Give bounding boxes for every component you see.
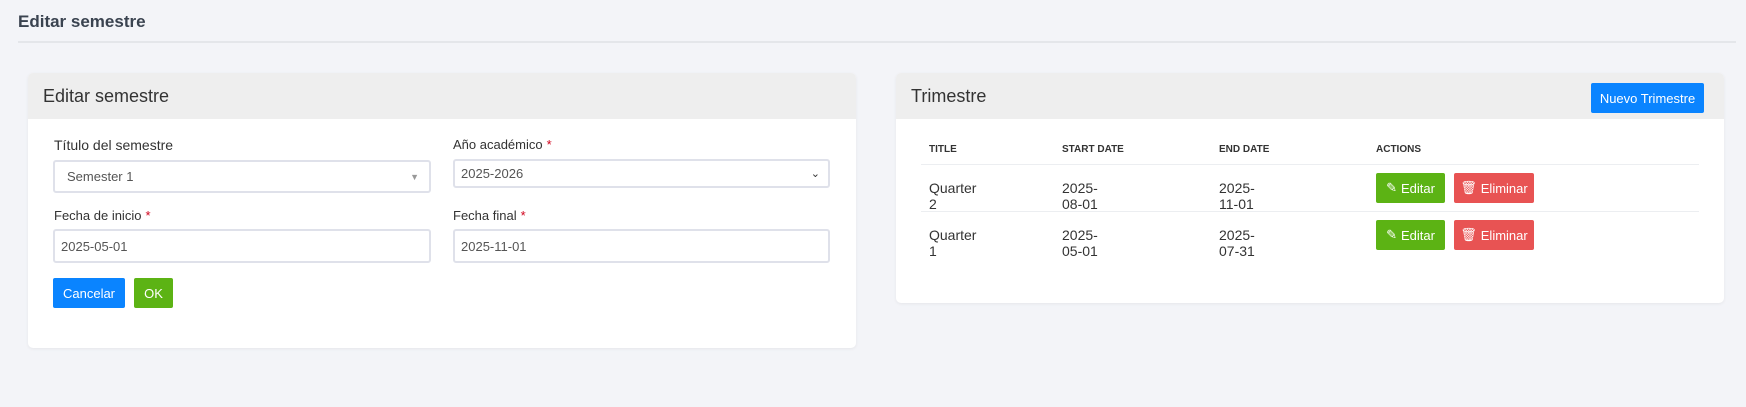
column-header-title: TITLE	[929, 144, 957, 155]
card-title: Trimestre	[911, 86, 987, 106]
academic-year-value: 2025-2026	[461, 166, 524, 181]
start-date-label-text: Fecha de inicio	[54, 208, 142, 223]
new-quarter-button[interactable]: Nuevo Trimestre	[1591, 83, 1704, 113]
academic-year-select[interactable]: 2025-2026 ⌄	[453, 159, 830, 188]
edit-icon: ✎	[1386, 227, 1397, 242]
quarter-card: Trimestre	[896, 73, 1724, 303]
delete-label: Eliminar	[1480, 180, 1528, 196]
quarter-title: Quarter 2	[929, 180, 977, 212]
edit-icon: ✎	[1386, 180, 1397, 195]
semester-title-select[interactable]: Semester 1 ▼	[53, 160, 431, 193]
edit-button[interactable]: ✎ Editar	[1376, 220, 1445, 250]
caret-down-icon: ▼	[410, 171, 419, 182]
academic-year-label: Año académico *	[453, 137, 552, 152]
card-title: Editar semestre	[43, 86, 170, 106]
start-date-input[interactable]: 2025-05-01	[53, 229, 431, 263]
quarter-title: Quarter 1	[929, 227, 977, 259]
end-date-input[interactable]: 2025-11-01	[453, 229, 830, 263]
delete-button[interactable]: 🗑 Eliminar	[1454, 220, 1534, 250]
page-title: Editar semestre	[18, 12, 146, 31]
semester-title-value: Semester 1	[67, 169, 134, 184]
row-divider	[921, 164, 1699, 165]
edit-label: Editar	[1400, 227, 1435, 243]
chevron-down-icon: ⌄	[810, 168, 820, 180]
end-date-label: Fecha final *	[453, 208, 526, 223]
divider	[18, 41, 1736, 43]
delete-button[interactable]: 🗑 Eliminar	[1454, 173, 1534, 203]
trash-icon: 🗑	[1460, 180, 1477, 195]
column-header-end-date: END DATE	[1219, 144, 1270, 155]
card-header: Editar semestre	[28, 73, 856, 119]
end-date-value: 2025-11-01	[461, 238, 527, 254]
quarter-end-date: 2025-11-01	[1219, 180, 1255, 212]
ok-button[interactable]: OK	[134, 278, 173, 308]
semester-title-label: Título del semestre	[54, 137, 174, 153]
quarter-start-date: 2025-05-01	[1062, 227, 1098, 259]
card-header: Trimestre	[896, 73, 1724, 119]
required-marker: *	[145, 208, 151, 223]
row-divider	[921, 211, 1699, 212]
academic-year-label-text: Año académico	[453, 137, 543, 152]
trash-icon: 🗑	[1460, 227, 1477, 242]
edit-button[interactable]: ✎ Editar	[1376, 173, 1445, 203]
quarter-end-date: 2025-07-31	[1219, 227, 1255, 259]
cancel-button[interactable]: Cancelar	[53, 278, 125, 308]
start-date-value: 2025-05-01	[61, 238, 128, 254]
column-header-start-date: START DATE	[1062, 144, 1124, 155]
start-date-label: Fecha de inicio *	[54, 208, 151, 223]
required-marker: *	[546, 137, 552, 152]
required-marker: *	[520, 208, 526, 223]
quarter-start-date: 2025-08-01	[1062, 180, 1098, 212]
column-header-actions: ACTIONS	[1376, 144, 1421, 155]
end-date-label-text: Fecha final	[453, 208, 517, 223]
delete-label: Eliminar	[1480, 227, 1528, 243]
edit-label: Editar	[1400, 180, 1435, 196]
